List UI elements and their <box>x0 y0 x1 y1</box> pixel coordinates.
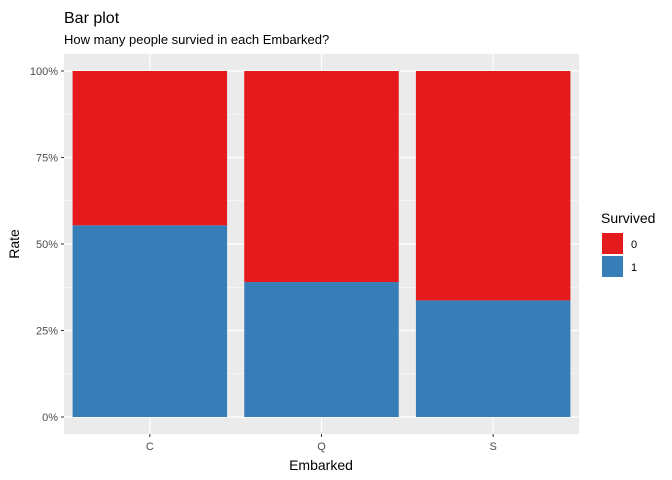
legend: Survived 0 1 <box>601 210 655 277</box>
x-tick-label: Q <box>317 441 326 453</box>
bar-S-survived-0 <box>415 71 571 301</box>
y-tick-label: 25% <box>36 326 58 338</box>
x-tick-label: S <box>489 441 496 453</box>
legend-key-0 <box>602 233 623 254</box>
y-tick-label: 50% <box>36 239 58 251</box>
x-tick-label: C <box>146 441 154 453</box>
x-axis-title: Embarked <box>289 457 353 473</box>
y-tick-label: 0% <box>42 412 58 424</box>
bar-Q-survived-1 <box>244 282 399 417</box>
legend-title: Survived <box>601 210 655 226</box>
y-axis: 0% 25% 50% 75% 100% <box>30 66 64 424</box>
legend-key-1 <box>602 256 623 277</box>
bar-C-survived-1 <box>72 225 228 417</box>
bar-Q-survived-0 <box>244 71 399 283</box>
y-tick-label: 75% <box>36 153 58 165</box>
bar-C-survived-0 <box>72 71 228 226</box>
y-tick-label: 100% <box>30 66 58 78</box>
bars <box>72 71 571 417</box>
chart-title: Bar plot <box>64 10 120 27</box>
legend-label-0: 0 <box>631 239 637 251</box>
bar-S-survived-1 <box>415 300 571 417</box>
legend-label-1: 1 <box>631 262 637 274</box>
chart-subtitle: How many people survied in each Embarked… <box>64 32 329 47</box>
y-axis-title: Rate <box>6 229 22 259</box>
